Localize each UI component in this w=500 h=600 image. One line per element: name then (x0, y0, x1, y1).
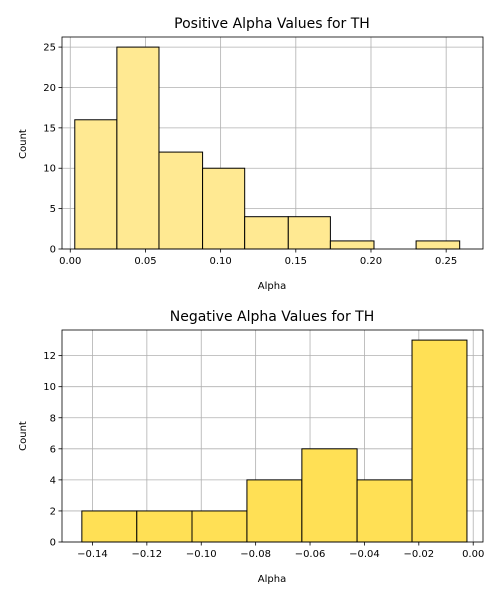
x-tick-label: −0.08 (240, 549, 271, 560)
y-axis-label: Count (18, 129, 29, 159)
histogram-bar (301, 448, 358, 543)
y-tick-label: 12 (43, 351, 56, 362)
histogram-bar (202, 167, 246, 250)
plot-area-frame (61, 329, 484, 543)
axes-frame (61, 329, 484, 543)
x-ticks: −0.14 −0.12 −0.10 −0.08 −0.06 −0.04 −0.02 0.00 (77, 542, 484, 560)
bars (74, 46, 461, 250)
x-tick-label: 0.05 (134, 256, 156, 267)
y-tick-label: 10 (43, 382, 56, 393)
x-tick-label: −0.04 (349, 549, 380, 560)
y-tick-label: 2 (50, 506, 56, 517)
y-tick-label: 4 (50, 475, 56, 486)
chart-title: Negative Alpha Values for TH (170, 309, 375, 325)
histogram-bar (74, 119, 118, 250)
x-tick-label: 0.15 (285, 256, 307, 267)
positive-alpha-histogram: Positive Alpha Values for TH 0.00 0.05 0.1… (18, 16, 484, 292)
histogram-bar (411, 339, 468, 543)
histogram-bar (415, 240, 461, 250)
histogram-bar (81, 510, 138, 543)
y-ticks: 0 5 10 15 20 25 (43, 43, 62, 256)
y-tick-label: 5 (50, 204, 56, 215)
x-tick-label: 0.00 (462, 549, 484, 560)
y-tick-label: 10 (43, 164, 56, 175)
y-tick-label: 20 (43, 83, 56, 94)
histogram-bar (158, 151, 204, 250)
negative-alpha-histogram: Negative Alpha Values for TH −0.14 −0.12−… (18, 309, 484, 585)
y-tick-label: 15 (43, 123, 56, 134)
bars (81, 339, 468, 543)
x-tick-label: −0.06 (295, 549, 326, 560)
x-tick-label: 0.00 (59, 256, 81, 267)
x-tick-label: −0.10 (186, 549, 217, 560)
x-tick-label: 0.20 (360, 256, 382, 267)
y-tick-label: 0 (50, 245, 56, 256)
histogram-bar (287, 216, 331, 250)
x-ticks: 0.00 0.05 0.10 0.15 0.20 0.25 (59, 249, 457, 267)
x-axis-label: Alpha (258, 281, 286, 292)
x-tick-label: −0.14 (77, 549, 108, 560)
y-tick-label: 8 (50, 413, 56, 424)
histogram-bar (356, 479, 413, 543)
chart-title: Positive Alpha Values for TH (174, 16, 370, 32)
x-tick-label: 0.10 (209, 256, 231, 267)
plot-area-frame (61, 36, 484, 250)
histogram-bar (244, 216, 289, 250)
histogram-bar (191, 510, 248, 543)
histogram-bar (116, 46, 160, 250)
y-axis-label: Count (18, 421, 29, 451)
histogram-bar (136, 510, 193, 543)
y-tick-label: 6 (50, 444, 56, 455)
x-axis-label: Alpha (258, 574, 286, 585)
x-tick-label: −0.12 (132, 549, 163, 560)
y-tick-label: 0 (50, 538, 56, 549)
x-tick-label: 0.25 (435, 256, 457, 267)
histogram-bar (329, 240, 375, 250)
x-tick-label: −0.02 (403, 549, 434, 560)
y-ticks: 0 2 4 6 8 10 12 (43, 351, 62, 549)
histogram-bar (246, 479, 303, 543)
axes-frame (61, 36, 484, 250)
y-tick-label: 25 (43, 43, 56, 54)
